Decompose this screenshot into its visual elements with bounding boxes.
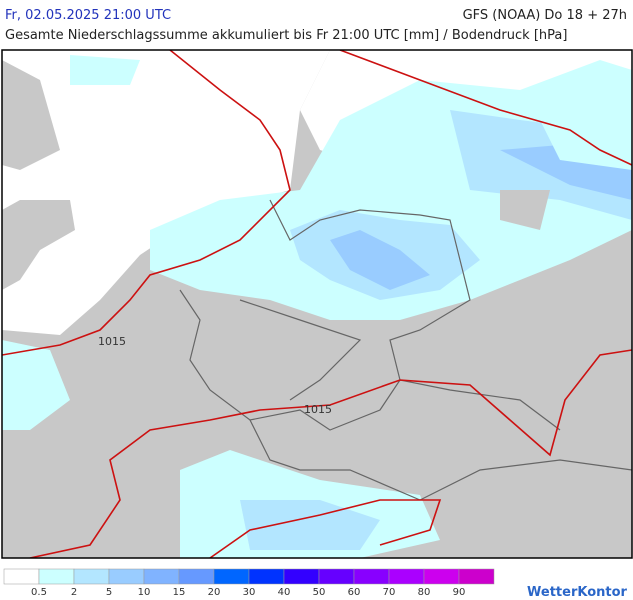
isobar-label: 1015 xyxy=(98,335,126,348)
precip-2 xyxy=(240,500,380,550)
legend-swatch xyxy=(178,568,215,585)
legend-label: 2 xyxy=(71,587,77,598)
legend-label: 50 xyxy=(313,587,326,598)
legend-label: 30 xyxy=(243,587,256,598)
legend-label: 70 xyxy=(383,587,396,598)
legend-swatch xyxy=(353,568,390,585)
legend-swatch xyxy=(108,568,145,585)
header-datetime: Fr, 02.05.2025 21:00 UTC xyxy=(5,8,171,23)
legend-swatch xyxy=(318,568,355,585)
legend-swatch xyxy=(388,568,425,585)
legend-label: 90 xyxy=(453,587,466,598)
map-frame xyxy=(1,49,633,559)
legend-swatch xyxy=(213,568,250,585)
isobars xyxy=(2,50,632,558)
legend-label: 5 xyxy=(106,587,112,598)
legend-swatch xyxy=(143,568,180,585)
legend-label: 60 xyxy=(348,587,361,598)
legend-swatch xyxy=(283,568,320,585)
legend-label: 15 xyxy=(173,587,186,598)
legend-label: 0.5 xyxy=(31,587,47,598)
legend-label: 20 xyxy=(208,587,221,598)
map: 1015 1015 xyxy=(1,49,633,559)
borders xyxy=(179,199,632,501)
legend-swatch xyxy=(3,568,40,585)
legend-label: 40 xyxy=(278,587,291,598)
precip-0.5 xyxy=(200,120,632,265)
header-model: GFS (NOAA) Do 18 + 27h xyxy=(463,8,627,23)
legend-label: 80 xyxy=(418,587,431,598)
sea xyxy=(2,50,330,335)
land xyxy=(500,190,550,230)
brand: WetterKontor xyxy=(527,585,628,600)
legend-swatch xyxy=(248,568,285,585)
isobar-label: 1015 xyxy=(304,403,332,416)
legend: 0.5 2 5 10 15 20 30 40 50 60 70 80 90 xyxy=(3,568,495,598)
legend-swatch xyxy=(73,568,110,585)
header-subtitle: Gesamte Niederschlagssumme akkumuliert b… xyxy=(5,28,567,43)
land xyxy=(2,60,75,290)
legend-swatch xyxy=(458,568,495,585)
legend-swatch xyxy=(423,568,460,585)
legend-swatch xyxy=(38,568,75,585)
legend-label: 10 xyxy=(138,587,151,598)
sea xyxy=(300,50,632,160)
